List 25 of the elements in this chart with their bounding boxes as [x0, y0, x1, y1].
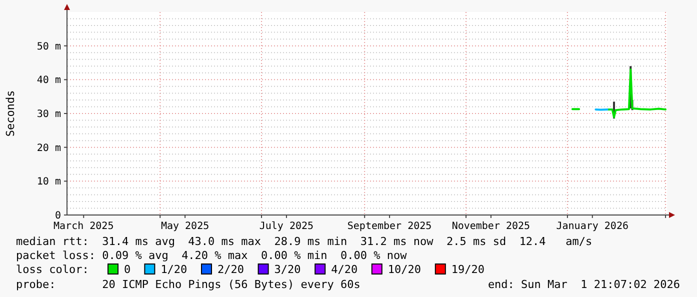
- legend-label: 10/20: [388, 263, 422, 276]
- y-tick-label: 20 m: [36, 142, 61, 154]
- y-tick-label: 10 m: [36, 176, 61, 188]
- y-axis-title: Seconds: [4, 90, 17, 137]
- legend-label: 3/20: [274, 263, 301, 276]
- x-tick-label: May 2025: [160, 221, 210, 232]
- legend-label: 1/20: [160, 263, 188, 276]
- text: packet loss: 0.09 % avg 4.20 % max 0.00 % min 0.00 % now: [16, 249, 408, 262]
- y-tick-label: 30 m: [36, 109, 61, 120]
- x-tick-label: March 2025: [54, 221, 114, 232]
- x-tick-label: July 2025: [259, 221, 314, 232]
- legend-label: 19/20: [451, 263, 485, 276]
- legend-label: 4/20: [331, 263, 358, 276]
- y-tick-label: 40 m: [36, 75, 61, 86]
- legend-label: 0: [124, 263, 131, 276]
- x-tick-label: September 2025: [347, 221, 432, 232]
- text: median rtt: 31.4 ms avg 43.0 ms max 28.9 ms min 31.2 ms now 2.5 ms sd 12.4 am/s: [16, 235, 592, 248]
- x-tick-label: January 2026: [556, 221, 629, 232]
- text: probe: 20 ICMP Echo Pings (56 Bytes) every 60s: [16, 278, 360, 291]
- legend-label: 2/20: [218, 263, 244, 276]
- y-tick-label: 50 m: [36, 41, 61, 52]
- x-tick-label: November 2025: [452, 221, 530, 232]
- legend-title: loss color:: [16, 263, 89, 276]
- y-tick-label: 0: [54, 210, 61, 222]
- text: end: Sun Mar 1 21:07:02 2026: [488, 278, 680, 291]
